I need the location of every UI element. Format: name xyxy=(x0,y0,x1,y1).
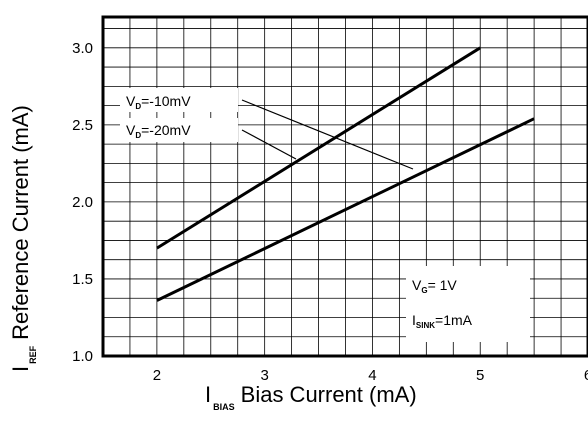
x-tick-label: 6 xyxy=(584,367,588,384)
y-tick-label: 1.5 xyxy=(72,271,93,288)
annotation-leaders xyxy=(241,99,414,170)
label-box-vd20 xyxy=(120,118,238,142)
label-vd20: VD=-20mV xyxy=(126,122,191,140)
series-line-vd-20mv xyxy=(156,117,535,302)
series-lines xyxy=(156,46,535,302)
x-tick-label: 4 xyxy=(368,367,376,384)
y-tick-label: 2.0 xyxy=(72,194,93,211)
x-axis-title: I BIAS Bias Current (mA) xyxy=(205,382,417,412)
series-line-vd-10mv xyxy=(156,46,482,250)
label-vd10: VD=-10mV xyxy=(126,93,191,111)
y-tick-label: 3.0 xyxy=(72,40,93,57)
leader-vd20 xyxy=(241,129,297,160)
y-tick-label: 2.5 xyxy=(72,117,93,134)
label-box-vd10 xyxy=(120,88,238,112)
label-vg: VG= 1V xyxy=(412,277,457,295)
tick-labels: 2 3 4 5 6 1.0 1.5 2.0 2.5 3.0 xyxy=(72,40,588,384)
label-box-conditions xyxy=(406,266,530,342)
x-tick-label: 5 xyxy=(476,367,484,384)
y-axis-title: IREFReference Current (mA) xyxy=(8,105,38,372)
label-isink: ISINK=1mA xyxy=(412,312,473,330)
plot-frame xyxy=(101,15,588,358)
x-tick-label: 2 xyxy=(153,367,161,384)
y-tick-label: 1.0 xyxy=(72,348,93,365)
x-tick-label: 3 xyxy=(260,367,268,384)
leader-vd10 xyxy=(241,99,414,170)
